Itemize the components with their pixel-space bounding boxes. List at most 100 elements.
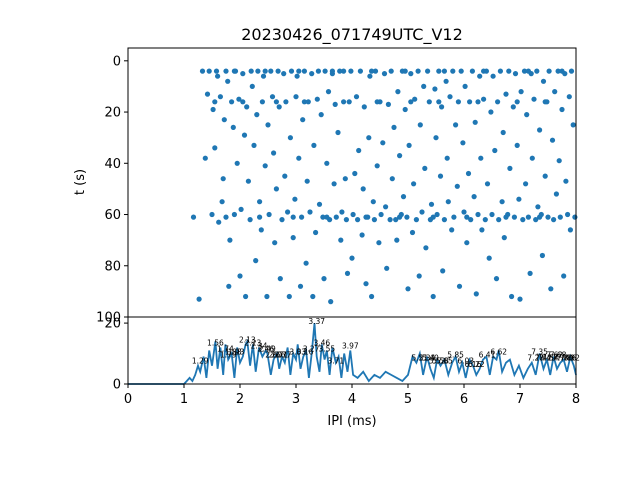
scatter-point [314, 96, 320, 102]
scatter-point [328, 299, 334, 305]
bottom-y-tick-label: 20 [104, 317, 121, 332]
bottom-axes: 1.29 1.561.741.791.881.93 2.132.232.342.46… [104, 316, 580, 429]
peak-label: 5.58 [432, 357, 449, 366]
scatter-point [309, 71, 315, 77]
scatter-point [369, 68, 375, 74]
scatter-point [436, 68, 442, 74]
scatter-point [397, 214, 403, 220]
peak-label: 7.42 [535, 354, 552, 363]
scatter-point [355, 217, 361, 223]
scatter-point [525, 68, 532, 74]
peak-label: 3.46 [313, 339, 330, 348]
scatter-point [251, 142, 257, 148]
scatter-point [361, 104, 367, 110]
scatter-point [527, 270, 533, 276]
scatter-point [366, 135, 372, 141]
scatter-point [241, 132, 248, 138]
scatter-point [492, 147, 498, 154]
scatter-point [481, 68, 487, 74]
scatter-point [254, 112, 260, 118]
scatter-point [339, 209, 345, 215]
scatter-point [231, 68, 237, 74]
scatter-point [273, 186, 279, 192]
scatter-point [352, 170, 358, 177]
scatter-point [559, 106, 565, 113]
scatter-point [359, 232, 365, 238]
scatter-point [220, 176, 226, 182]
scatter-point [372, 68, 379, 74]
scatter-point [507, 165, 513, 171]
peak-label: 1.29 [192, 357, 209, 366]
scatter-point [206, 68, 212, 74]
scatter-point [329, 68, 335, 74]
scatter-point [307, 209, 313, 215]
scatter-point [517, 296, 523, 302]
scatter-point [240, 99, 246, 105]
scatter-point [462, 83, 468, 89]
scatter-point [509, 293, 515, 300]
peak-label: 6.22 [468, 360, 485, 369]
scatter-point [514, 99, 520, 105]
scatter-point [458, 68, 464, 74]
scatter-points [190, 68, 578, 305]
scatter-point [374, 99, 380, 105]
scatter-point [394, 237, 400, 243]
scatter-point [408, 99, 414, 105]
scatter-point [210, 106, 216, 113]
scatter-point [299, 214, 305, 220]
scatter-point [290, 214, 296, 220]
scatter-point [346, 99, 352, 105]
peak-label: 1.79 [220, 351, 237, 360]
scatter-point [370, 199, 376, 205]
peak-label: 7.68 [550, 351, 567, 360]
scatter-point [535, 204, 541, 210]
scatter-point [262, 163, 268, 169]
scatter-point [511, 214, 517, 220]
scatter-point [439, 104, 445, 110]
top-y-axis-label: t (s) [73, 169, 88, 195]
peak-label: 3.27 [303, 345, 320, 354]
scatter-point [342, 176, 348, 182]
peak-label: 5.40 [422, 354, 439, 363]
scatter-point [341, 99, 347, 105]
scatter-point [341, 68, 347, 74]
peak-label: 2.66 [269, 351, 286, 360]
scatter-point [548, 286, 554, 292]
scatter-point [432, 86, 438, 92]
scatter-point [301, 99, 307, 105]
scatter-point [567, 227, 574, 233]
peak-label: 5.65 [436, 357, 453, 366]
bottom-y-tick-label: 0 [113, 378, 121, 393]
scatter-point [231, 211, 237, 218]
scatter-point [539, 252, 546, 259]
scatter-point [566, 94, 572, 100]
scatter-point [316, 201, 323, 207]
scatter-point [481, 96, 487, 102]
scatter-point [265, 122, 271, 128]
scatter-point [229, 99, 235, 105]
top-y-ticks: 0 20 40 60 80 100 [96, 54, 128, 326]
scatter-point [525, 214, 532, 220]
scatter-point [549, 137, 556, 143]
scatter-point [378, 211, 384, 218]
scatter-point [451, 214, 457, 220]
peak-label: 3.97 [342, 342, 359, 351]
scatter-point [271, 150, 277, 156]
scatter-point [434, 211, 440, 218]
scatter-point [464, 214, 470, 220]
scatter-point [234, 160, 240, 166]
scatter-point [300, 117, 306, 123]
scatter-point [349, 255, 355, 261]
scatter-point [277, 276, 283, 282]
scatter-point [395, 89, 401, 95]
scatter-point [440, 268, 446, 274]
scatter-point [253, 258, 259, 264]
scatter-point [227, 237, 233, 243]
scatter-point [443, 78, 449, 84]
scatter-point [245, 178, 251, 184]
bottom-x-tick-label: 5 [404, 392, 412, 407]
scatter-point [225, 78, 231, 84]
scatter-point [244, 104, 250, 110]
top-y-tick-label: 0 [113, 54, 121, 69]
scatter-point [320, 214, 326, 220]
